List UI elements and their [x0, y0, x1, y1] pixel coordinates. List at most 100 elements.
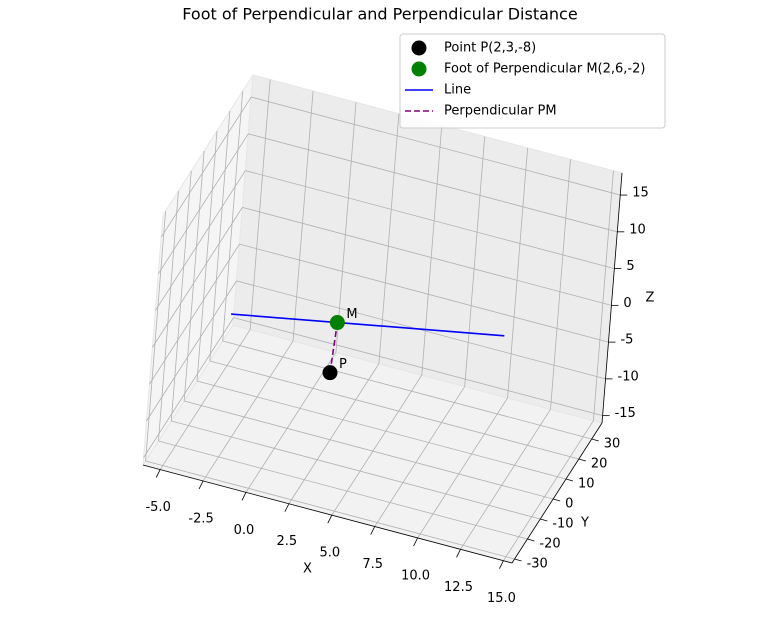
grid-line: [248, 133, 618, 233]
grid-line: [171, 420, 541, 520]
grid-line: [158, 190, 179, 442]
tick-mark: [591, 438, 599, 442]
grid-line: [184, 400, 554, 500]
z-axis-line: [601, 172, 623, 424]
legend-label: Point P(2,3,-8): [444, 41, 536, 56]
grid-line: [196, 130, 218, 382]
grid-line: [507, 147, 529, 398]
grid-line: [292, 90, 314, 341]
legend-label: Line: [444, 83, 471, 98]
grid-line: [335, 102, 357, 353]
x-tick-label: -5.0: [145, 500, 170, 515]
y-tick-label: 0: [565, 497, 573, 512]
grid-line: [464, 136, 486, 387]
chart-title: Foot of Perpendicular and Perpendicular …: [182, 5, 577, 24]
tick-mark: [514, 558, 522, 562]
z-tick-label: 15: [632, 186, 649, 201]
data-point: [322, 365, 338, 381]
z-tick-label: -15: [615, 406, 636, 421]
grid-line: [155, 170, 246, 311]
legend-marker: [411, 40, 427, 56]
z-tick-label: -10: [618, 369, 639, 384]
grid-line: [160, 96, 252, 238]
grid-line: [460, 409, 551, 550]
grid-line: [152, 207, 243, 348]
y-axis-line: [511, 422, 603, 564]
data-point: [329, 315, 345, 331]
x-axis-line: [142, 464, 513, 564]
y-tick-label: -20: [539, 537, 560, 552]
grid-line: [245, 170, 615, 269]
grid-line: [222, 340, 592, 440]
grid-line: [421, 125, 443, 376]
data-line: [231, 313, 505, 337]
grid-line: [143, 317, 234, 458]
tick-mark: [499, 560, 504, 569]
grid-line: [550, 159, 571, 410]
grid-line: [251, 96, 621, 196]
legend: Point P(2,3,-8) Foot of Perpendicular M(2…: [399, 33, 666, 129]
x-tick-label: 15.0: [487, 591, 516, 606]
tick-mark: [327, 514, 333, 524]
tick-mark: [413, 537, 418, 547]
z-tick-label: 10: [629, 222, 646, 237]
grid-line: [157, 133, 249, 275]
grid-line: [331, 374, 423, 516]
tick-mark: [540, 518, 548, 522]
grid-line: [417, 397, 508, 539]
x-tick-label: 10.0: [401, 568, 430, 583]
grid-line: [170, 170, 192, 422]
x-tick-label: -2.5: [188, 511, 213, 526]
x-tick-label: 0.0: [234, 523, 255, 538]
tick-mark: [370, 526, 376, 535]
grid-line: [503, 420, 594, 561]
legend-marker: [411, 61, 427, 77]
tick-mark: [578, 458, 586, 462]
tick-mark: [456, 549, 461, 558]
x-axis-label: X: [303, 562, 312, 577]
z-tick-label: -5: [620, 333, 633, 348]
y-tick-label: -10: [552, 517, 573, 532]
grid-line: [233, 317, 603, 417]
grid-line: [145, 460, 515, 560]
tick-mark: [527, 538, 535, 542]
grid-line: [209, 360, 579, 460]
legend-label: Foot of Perpendicular M(2,6,-2): [444, 62, 645, 77]
grid-line: [159, 329, 251, 470]
tick-mark: [241, 492, 247, 501]
grid-line: [145, 210, 166, 462]
grid-line: [209, 110, 231, 362]
grid-line: [158, 440, 528, 540]
grid-line: [245, 352, 337, 493]
y-tick-label: 30: [604, 437, 621, 452]
grid-line: [196, 380, 567, 480]
grid-line: [222, 90, 244, 342]
grid-line: [202, 340, 294, 482]
x-tick-label: 2.5: [277, 534, 298, 549]
z-tick-label: 5: [626, 259, 634, 274]
grid-line: [593, 170, 614, 421]
y-axis-label: Y: [580, 516, 589, 531]
y-tick-label: 20: [591, 457, 608, 472]
tick-mark: [565, 478, 574, 482]
grid-line: [288, 363, 380, 504]
z-tick-label: 0: [623, 296, 631, 311]
grid-line: [149, 243, 240, 385]
point-annotation: M: [346, 307, 357, 322]
grid-line: [249, 79, 271, 330]
legend-box: [399, 33, 666, 129]
grid-line: [146, 280, 237, 422]
z-axis-label: Z: [646, 291, 655, 306]
grid-line: [242, 206, 612, 306]
grid-line: [374, 386, 466, 527]
tick-mark: [284, 503, 290, 512]
x-tick-label: 5.0: [319, 546, 340, 561]
grid-line: [378, 113, 400, 364]
y-tick-label: -30: [527, 557, 548, 572]
x-tick-label: 7.5: [362, 557, 383, 572]
point-annotation: P: [339, 357, 347, 372]
tick-mark: [553, 498, 561, 502]
tick-mark: [198, 480, 204, 490]
